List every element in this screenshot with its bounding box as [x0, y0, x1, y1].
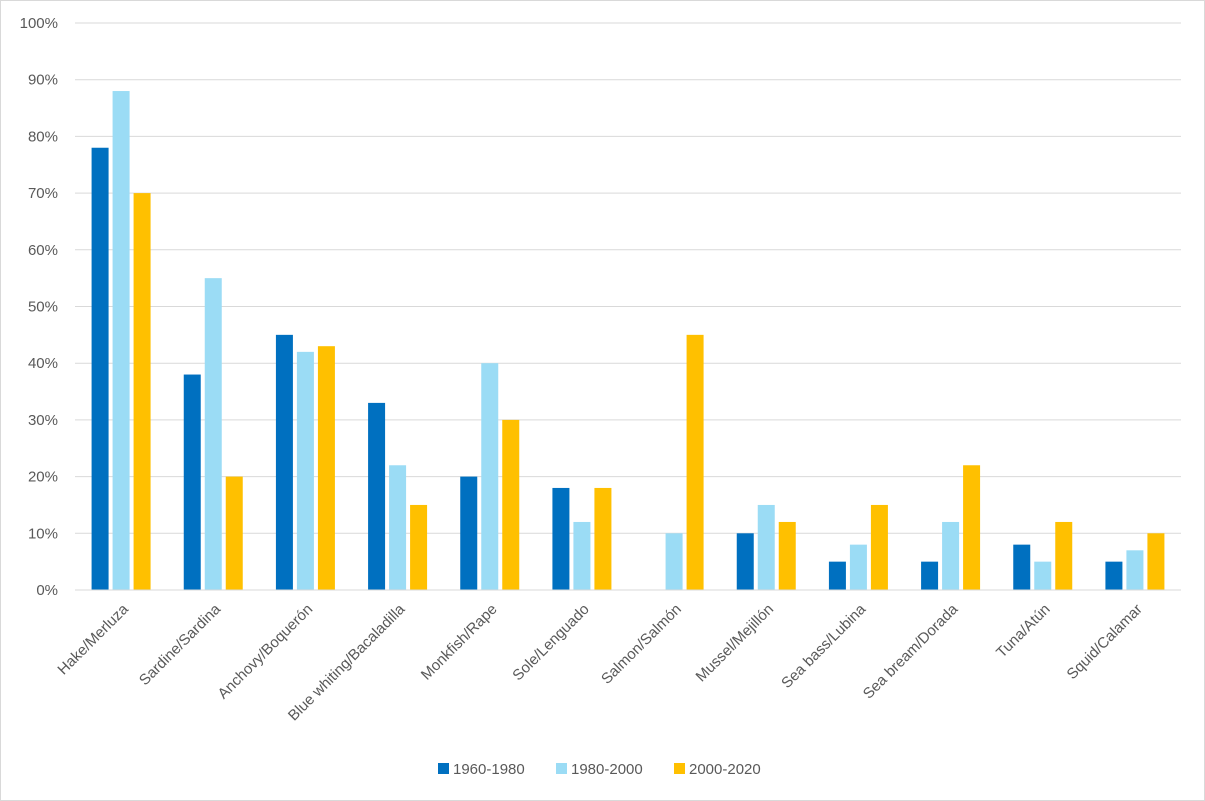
bar: [552, 487, 570, 590]
bar: [963, 465, 981, 590]
bar: [1055, 521, 1073, 590]
x-category-label: Sole/Lenguado: [509, 601, 592, 684]
y-tick-label: 60%: [28, 242, 58, 259]
bar: [204, 278, 222, 590]
bar: [91, 147, 109, 591]
y-axis-tick-labels: 0% 10% 20% 30% 40% 50% 60% 70% 80% 90% 100%: [20, 15, 58, 599]
bar: [921, 561, 939, 590]
x-category-label: Monkfish/Rape: [418, 601, 501, 684]
bar: [1147, 533, 1165, 590]
y-tick-label: 90%: [28, 72, 58, 89]
bar: [573, 521, 591, 590]
bar: [870, 504, 888, 590]
legend-label: 2000-2020: [689, 761, 761, 778]
legend-swatch: [438, 763, 449, 774]
bar: [828, 561, 846, 590]
y-tick-label: 10%: [28, 525, 58, 542]
bar: [183, 374, 201, 590]
legend-swatch: [556, 763, 567, 774]
legend-label: 1960-1980: [453, 761, 525, 778]
y-tick-label: 0%: [36, 582, 58, 599]
bar: [275, 334, 293, 590]
bar: [736, 533, 754, 590]
bar: [112, 91, 130, 590]
bar: [410, 504, 428, 590]
legend-swatch: [674, 763, 685, 774]
x-category-label: Squid/Calamar: [1064, 601, 1146, 683]
bar: [389, 465, 407, 590]
x-category-label: Anchovy/Boquerón: [215, 601, 317, 703]
y-tick-label: 80%: [28, 128, 58, 145]
x-category-label: Salmon/Salmón: [598, 601, 685, 688]
gridlines: [75, 22, 1181, 534]
x-category-label: Sea bream/Dorada: [860, 600, 962, 702]
bars: [91, 91, 1165, 591]
bar: [594, 487, 612, 590]
y-tick-label: 20%: [28, 469, 58, 486]
bar: [460, 476, 478, 590]
bar: [296, 351, 314, 590]
bar: [849, 544, 867, 590]
x-axis-category-labels: Hake/Merluza Sardine/SardinaAnchovy/Boque…: [54, 600, 1145, 724]
x-category-label: Tuna/Atún: [993, 601, 1054, 662]
bar: [1126, 550, 1144, 590]
bar: [502, 419, 520, 590]
bar: [686, 334, 704, 590]
y-tick-label: 40%: [28, 355, 58, 372]
y-tick-label: 30%: [28, 412, 58, 429]
y-tick-label: 100%: [20, 15, 58, 32]
bar: [225, 476, 243, 590]
bar: [665, 533, 683, 590]
bar: [942, 521, 960, 590]
bar: [133, 193, 151, 590]
bar: [778, 521, 796, 590]
bar: [317, 346, 335, 590]
legend: 1960-1980 1980-2000 2000-2020: [438, 761, 761, 778]
y-tick-label: 70%: [28, 185, 58, 202]
bar: [481, 363, 499, 590]
x-category-label: Sardine/Sardina: [136, 600, 225, 689]
legend-label: 1980-2000: [571, 761, 643, 778]
x-category-label: Hake/Merluza: [54, 600, 132, 678]
x-category-label: Mussel/Mejillón: [693, 601, 778, 686]
bar: [757, 504, 775, 590]
bar: [368, 402, 386, 590]
bar: [1013, 544, 1031, 590]
x-category-label: Sea bass/Lubina: [778, 600, 870, 692]
y-tick-label: 50%: [28, 299, 58, 316]
bar: [1105, 561, 1123, 590]
bar: [1034, 561, 1052, 590]
